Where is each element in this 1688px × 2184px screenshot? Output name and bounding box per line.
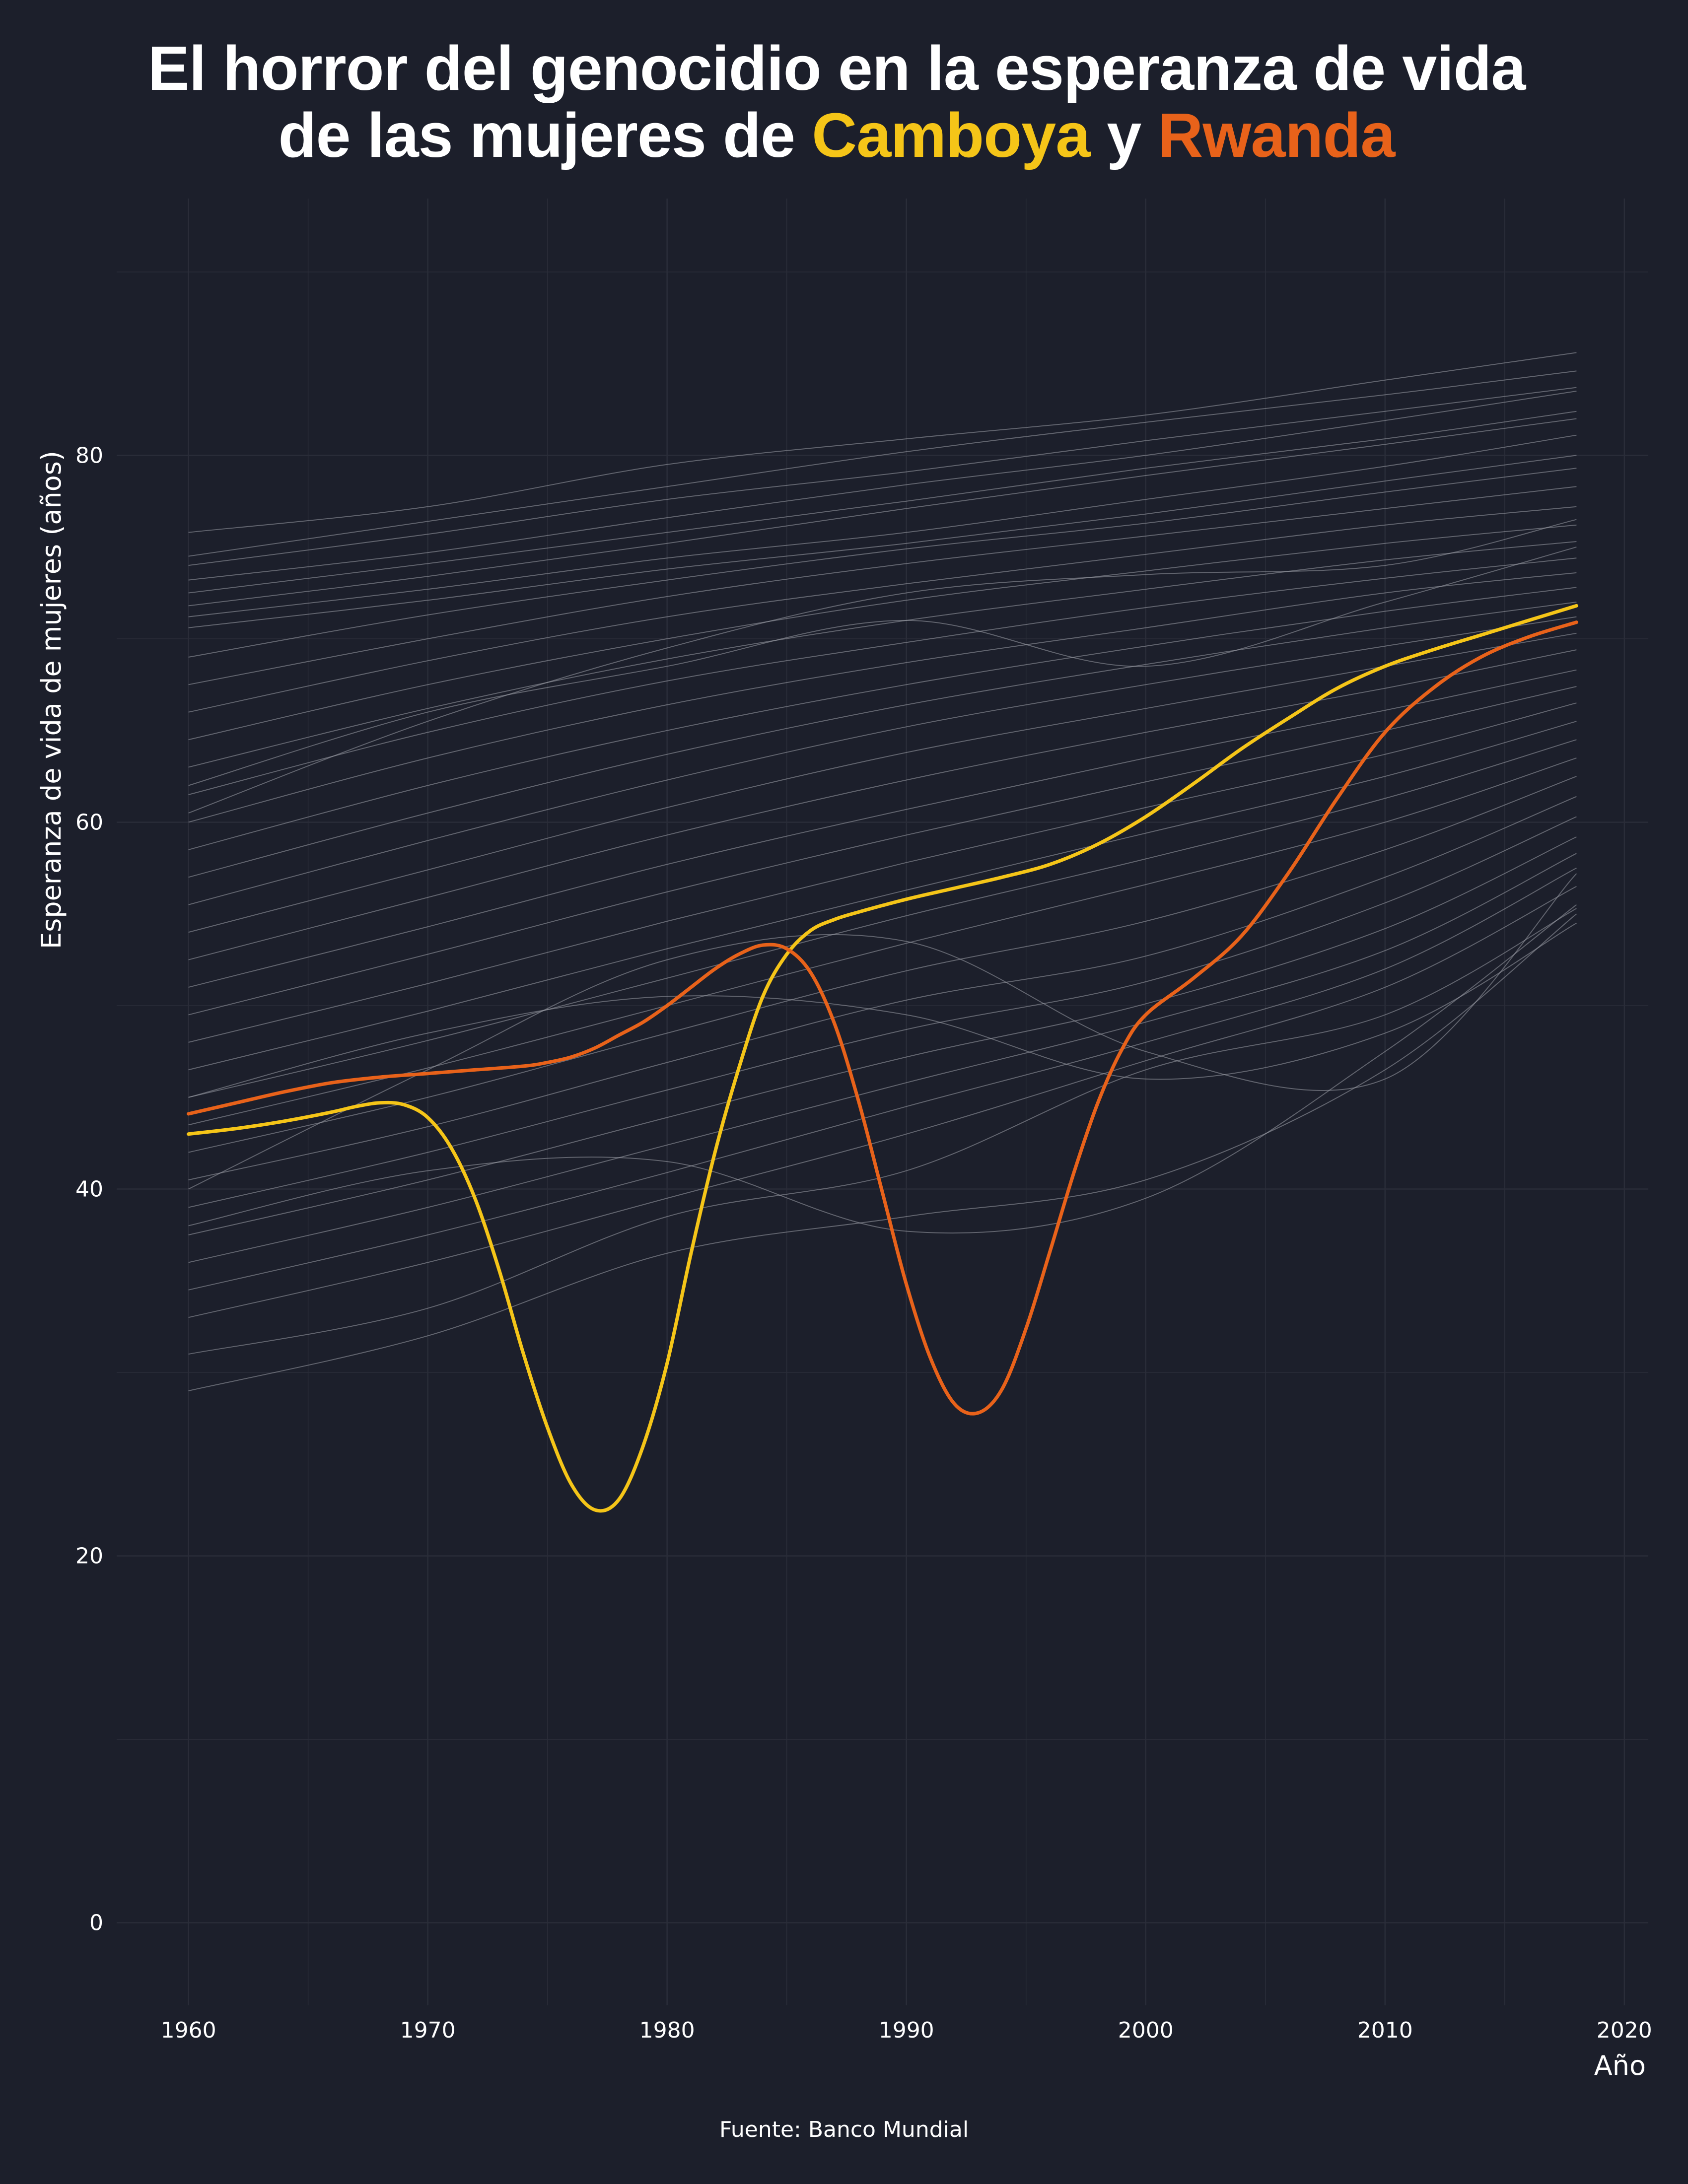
background-country-line — [188, 853, 1577, 1263]
x-tick-label: 2000 — [1118, 2018, 1174, 2043]
background-country-line — [188, 757, 1577, 1126]
highlight-lines — [187, 604, 1578, 1513]
background-country-line — [188, 721, 1577, 1071]
background-country-line — [188, 352, 1577, 533]
background-country-line — [188, 702, 1577, 1043]
background-country-line — [188, 587, 1577, 850]
background-country-line — [188, 686, 1577, 1016]
background-country-line — [188, 387, 1577, 566]
background-country-line — [188, 836, 1577, 1235]
background-country-line — [188, 913, 1577, 1391]
background-country-line — [188, 632, 1577, 933]
title-line-2: de las mujeres de Camboya y Rwanda — [0, 102, 1673, 169]
title-connector: y — [1090, 100, 1158, 170]
background-country-line — [188, 391, 1577, 581]
y-tick-label: 80 — [75, 443, 103, 468]
y-axis-title: Esperanza de vida de mujeres (años) — [36, 451, 67, 949]
background-country-line — [188, 649, 1577, 960]
background-country-line — [188, 541, 1577, 768]
background-country-line — [188, 434, 1577, 617]
background-country-line — [188, 776, 1577, 1153]
background-country-line — [188, 816, 1577, 1208]
background-country-line — [188, 867, 1577, 1291]
background-country-line — [188, 418, 1577, 607]
x-axis-title: Año — [1594, 2050, 1646, 2081]
background-country-line — [188, 506, 1577, 713]
x-axis-ticks: 1960 1970 1980 1990 2000 2010 2020 — [161, 2018, 1652, 2043]
background-country-line — [188, 572, 1577, 823]
chart-title: El horror del genocidio en la esperanza … — [0, 35, 1673, 169]
x-tick-label: 2020 — [1597, 2018, 1652, 2043]
background-country-line — [188, 922, 1577, 1098]
background-country-line — [188, 669, 1577, 988]
background-country-line — [188, 796, 1577, 1181]
background-country-line — [188, 519, 1577, 814]
x-tick-label: 1960 — [161, 2018, 216, 2043]
background-country-line — [188, 468, 1577, 658]
x-tick-label: 1970 — [400, 2018, 456, 2043]
background-country-line — [188, 602, 1577, 878]
x-tick-label: 1980 — [639, 2018, 695, 2043]
background-country-line — [188, 886, 1577, 1318]
background-country-line — [188, 370, 1577, 557]
x-tick-label: 2010 — [1357, 2018, 1413, 2043]
background-country-line — [188, 455, 1577, 628]
background-country-lines — [188, 352, 1577, 1391]
background-country-line — [188, 524, 1577, 741]
y-tick-label: 40 — [75, 1177, 103, 1202]
background-country-line — [188, 904, 1577, 1234]
background-country-line — [188, 486, 1577, 685]
source-caption: Fuente: Banco Mundial — [719, 2117, 969, 2142]
y-axis-ticks: 0 20 40 60 80 — [75, 443, 103, 1935]
y-tick-label: 20 — [75, 1544, 103, 1569]
background-country-line — [188, 908, 1577, 1355]
y-tick-label: 60 — [75, 810, 103, 835]
background-country-line — [188, 546, 1577, 786]
title-highlight-rwanda: Rwanda — [1158, 100, 1395, 170]
title-highlight-camboya: Camboya — [812, 100, 1090, 170]
x-tick-label: 1990 — [879, 2018, 934, 2043]
series-line-rwanda — [187, 620, 1578, 1416]
background-country-line — [188, 557, 1577, 795]
background-country-line — [188, 739, 1577, 1098]
background-country-line — [188, 873, 1577, 1190]
series-line-camboya — [187, 604, 1578, 1513]
grid — [117, 199, 1648, 2005]
title-prefix: de las mujeres de — [278, 100, 812, 170]
background-country-line — [188, 410, 1577, 594]
y-tick-label: 0 — [89, 1911, 103, 1936]
background-country-line — [188, 616, 1577, 905]
title-line-1: El horror del genocidio en la esperanza … — [147, 33, 1526, 103]
